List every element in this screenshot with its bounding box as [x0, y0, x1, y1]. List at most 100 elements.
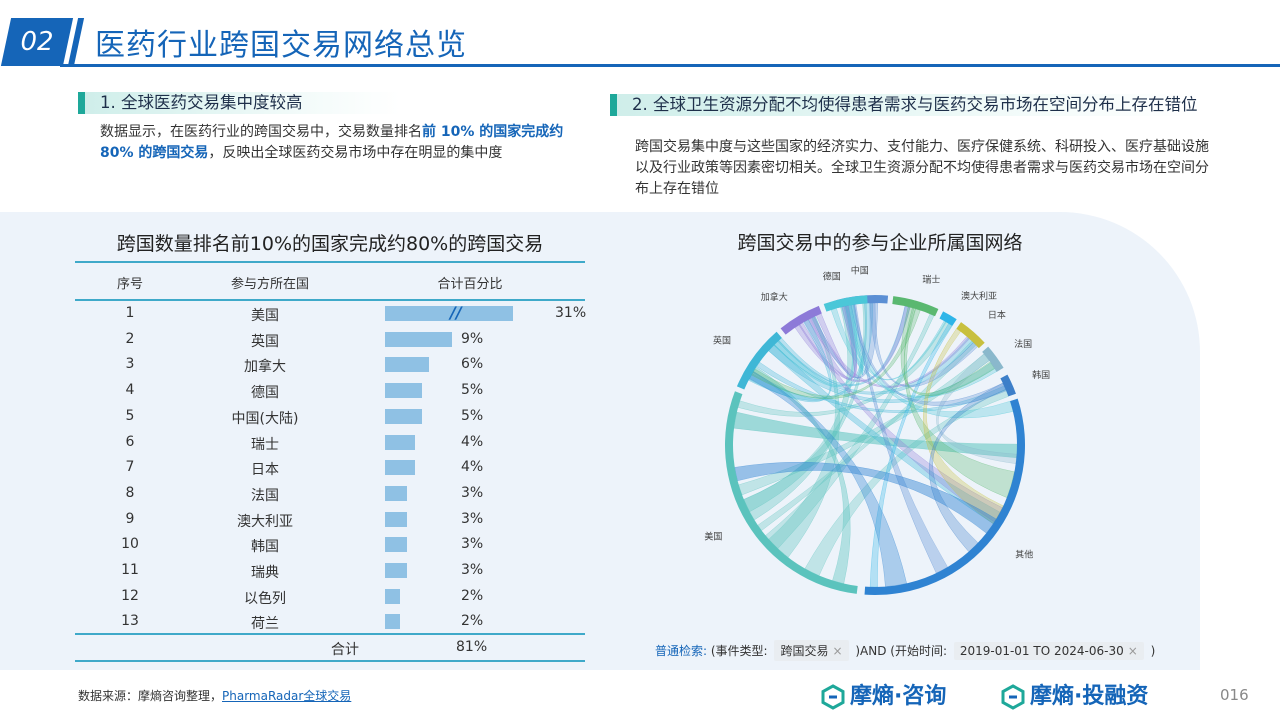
table-row: 12 以色列 2% [75, 584, 595, 610]
country-cell: 韩国 [251, 539, 279, 556]
country-cell: 以色列 [244, 590, 286, 607]
chord-links [733, 302, 1018, 588]
bar [385, 460, 415, 476]
source-link[interactable]: PharmaRadar全球交易 [222, 689, 352, 703]
rank-cell: 12 [121, 587, 139, 604]
data-source: 数据来源：摩熵咨询整理，PharmaRadar全球交易 [78, 689, 352, 703]
chord-node-label: 其他 [1015, 549, 1033, 560]
bar-value-label: 4% [461, 433, 484, 450]
chord-node-label: 日本 [988, 309, 1006, 320]
bar [385, 537, 408, 553]
bar-value-label: 5% [461, 382, 484, 399]
rank-cell: 2 [125, 330, 135, 347]
table-row: 13 荷兰 2% [75, 609, 595, 635]
page-header: 02 医药行业跨国交易网络总览 [0, 0, 1280, 70]
rank-cell: 8 [125, 484, 135, 501]
hexagon-logo-icon [821, 684, 845, 710]
chart-background-panel [0, 212, 1200, 670]
bar-value-label: 3% [461, 484, 484, 501]
rank-cell: 6 [125, 433, 135, 450]
rank-cell: 7 [125, 459, 135, 476]
close-icon[interactable]: × [832, 644, 843, 658]
chord-ribbon [794, 305, 911, 382]
chord-node-label: 瑞士 [922, 274, 940, 285]
bar-value-label: 3% [461, 510, 484, 527]
chord-ribbon [748, 302, 873, 401]
bar-value-label: 2% [461, 587, 484, 604]
bar [385, 588, 400, 604]
chord-arc [780, 305, 822, 335]
country-cell: 荷兰 [251, 616, 279, 633]
bar-value-label: 3% [461, 562, 484, 578]
chord-node-label: 美国 [704, 531, 722, 542]
table-row: 3 加拿大 6% [75, 352, 595, 378]
chord-arc [864, 398, 1025, 595]
total-label: 合计 [331, 642, 359, 658]
chord-ribbon [815, 305, 857, 379]
hexagon-logo-icon [1001, 684, 1025, 710]
bar-value-label: 2% [461, 613, 484, 630]
bar [385, 511, 408, 527]
close-icon[interactable]: × [1127, 644, 1138, 658]
chord-node-label: 德国 [823, 270, 841, 281]
section1-body: 数据显示，在医药行业的跨国交易中，交易数量排名前 10% 的国家完成约 80% … [100, 124, 564, 161]
header-divider [60, 64, 1280, 67]
column-header-percent: 合计百分比 [437, 277, 503, 292]
rank-cell: 1 [125, 305, 135, 321]
country-cell: 美国 [251, 308, 279, 324]
chord-arc [982, 346, 1004, 372]
chord-arcs [725, 295, 1025, 595]
table-row: 9 澳大利亚 3% [75, 507, 595, 533]
country-cell: 法国 [251, 487, 279, 504]
rank-cell: 4 [125, 382, 135, 399]
table-row: 7 日本 4% [75, 455, 595, 481]
bar [385, 357, 430, 373]
bar [385, 306, 513, 321]
brand-logo-investment: 摩熵·投融资 [1000, 678, 1148, 710]
column-header-country: 参与方所在国 [230, 277, 309, 292]
rank-cell: 5 [125, 407, 135, 424]
country-cell: 瑞典 [251, 565, 279, 581]
table-row: 1 美国 31% // [75, 301, 595, 327]
chord-arc [736, 331, 782, 390]
table-row: 4 德国 5% [75, 378, 595, 404]
bar [385, 563, 408, 578]
brand-logo-consulting: 摩熵·咨询 [820, 678, 946, 710]
rank-cell: 11 [121, 562, 139, 578]
bar [385, 485, 408, 501]
chord-arc [939, 311, 957, 326]
table-row: 8 法国 3% [75, 481, 595, 507]
bar-value-label: 3% [461, 536, 484, 553]
country-cell: 加拿大 [244, 359, 286, 376]
country-cell: 中国(大陆) [231, 410, 299, 427]
table-row: 6 瑞士 4% [75, 430, 595, 456]
filter-chip-date-range[interactable]: 2019-01-01 TO 2024-06-30 × [953, 642, 1144, 660]
bar [385, 331, 452, 347]
country-cell: 德国 [251, 385, 279, 402]
rank-cell: 13 [121, 613, 139, 630]
table-row: 10 韩国 3% [75, 532, 595, 558]
table-top-rule [75, 261, 585, 263]
chord-arc [823, 295, 868, 312]
page-number: 016 [1220, 686, 1249, 704]
total-value: 81% [456, 639, 488, 655]
rank-cell: 3 [125, 356, 135, 373]
country-cell: 瑞士 [251, 436, 279, 453]
section1-highlight: 前 10% 的国家完成约 80% 的跨国交易 [100, 124, 564, 161]
chord-node-label: 加拿大 [761, 291, 788, 302]
chord-node-label: 澳大利亚 [961, 290, 997, 301]
chord-ribbon [850, 304, 1007, 407]
filter-chip-event-type[interactable]: 跨国交易 × [774, 640, 849, 661]
section2-title: 2. 全球卫生资源分配不均使得患者需求与医药交易市场在空间分布上存在错位 [610, 94, 1202, 116]
chord-chart-title: 跨国交易中的参与企业所属国网络 [737, 232, 1023, 254]
rank-cell: 10 [121, 536, 139, 553]
chord-node-label: 中国 [851, 265, 869, 276]
chord-node-label: 韩国 [1032, 369, 1050, 380]
table-bottom-rule [75, 660, 585, 662]
bar-value-label: 6% [461, 356, 484, 373]
bar-value-label: 4% [461, 459, 484, 476]
bar-value-label: 5% [461, 407, 484, 424]
chord-arc [956, 322, 985, 349]
